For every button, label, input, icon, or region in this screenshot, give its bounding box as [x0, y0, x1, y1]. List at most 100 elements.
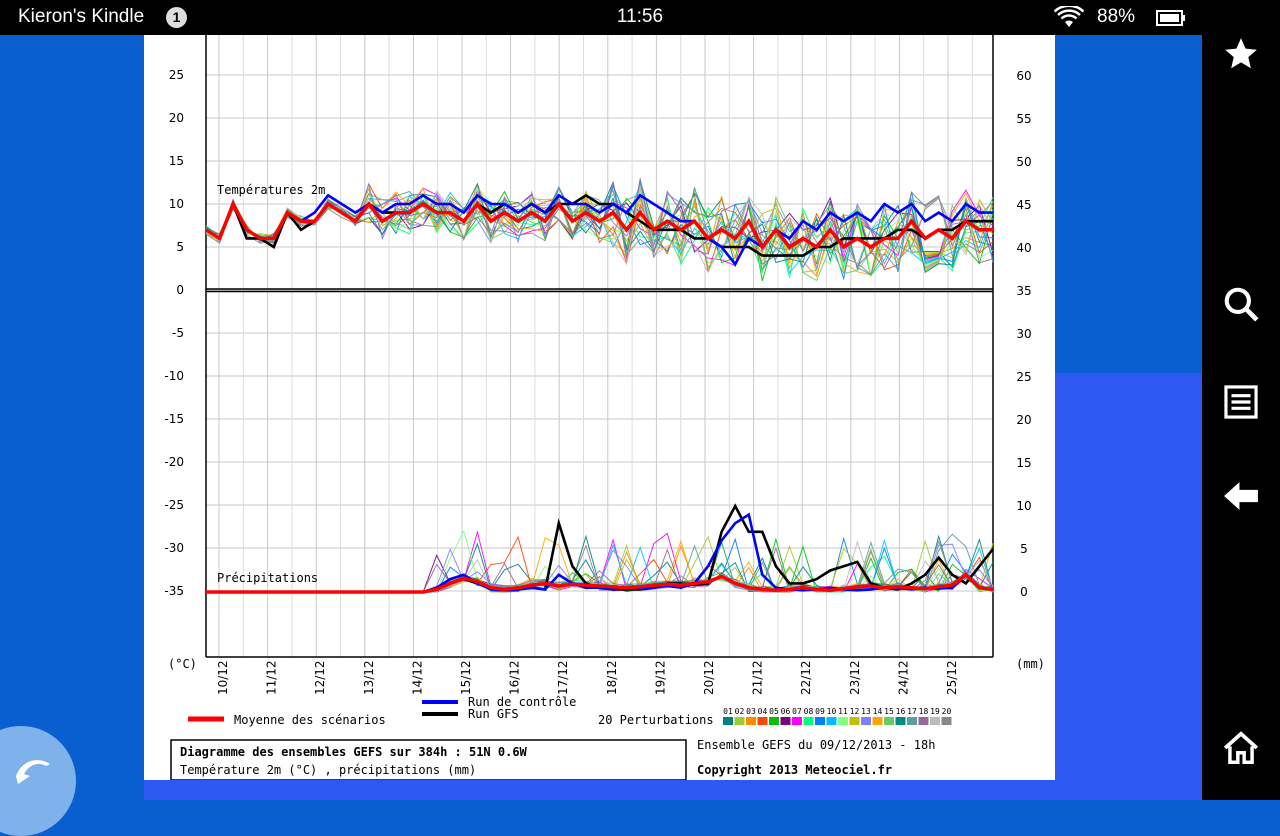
right-tick-label: 0 [1020, 585, 1028, 599]
battery-icon [1156, 10, 1186, 30]
chart-grid [206, 35, 993, 657]
left-tick-label: 25 [169, 68, 184, 82]
member-number: 16 [896, 707, 906, 716]
member-swatch [780, 717, 791, 725]
left-tick-label: -35 [164, 584, 184, 598]
date-tick-label: 15/12 [459, 660, 473, 695]
menu-button[interactable] [1202, 372, 1280, 432]
chart-legend: Moyenne des scénarios Run de contrôle Ru… [188, 695, 952, 727]
chart-title: Diagramme des ensembles GEFS sur 384h : … [180, 745, 528, 759]
left-tick-label: -30 [164, 541, 184, 555]
run-info: Ensemble GEFS du 09/12/2013 - 18h [697, 738, 935, 752]
member-swatch [746, 717, 756, 725]
member-18-temp-line [205, 178, 994, 269]
member-number: 12 [850, 707, 860, 716]
perturbation-member-legend: 01 02 03 04 05 06 07 08 09 10 11 12 13 14 15 16 17 18 19 20 [723, 707, 952, 725]
background-bottom [144, 780, 1055, 800]
member-swatch [872, 717, 883, 725]
member-swatch [849, 717, 860, 725]
member-number: 18 [919, 707, 929, 716]
member-swatch [930, 717, 940, 725]
series-mean-precip-line [206, 572, 994, 594]
right-tick-label: 25 [1016, 370, 1031, 384]
legend-mean-label: Moyenne des scénarios [234, 713, 386, 727]
date-tick-label: 10/12 [216, 660, 230, 695]
left-tick-label: -10 [164, 369, 184, 383]
chart-axes: 2520151050-5-10-15-20-25-30-356055504540… [164, 35, 1032, 695]
member-number: 20 [942, 707, 952, 716]
left-tick-label: -25 [164, 498, 184, 512]
right-tick-label: 10 [1016, 499, 1031, 513]
back-button[interactable] [1202, 466, 1280, 526]
temperature-section-label: Températures 2m [217, 183, 325, 197]
background-left [0, 35, 144, 800]
left-tick-label: -15 [164, 412, 184, 426]
menu-icon [1224, 385, 1258, 419]
status-bar: Kieron's Kindle 1 11:56 88% [0, 0, 1202, 35]
member-swatch [792, 717, 802, 725]
favorite-button[interactable] [1202, 24, 1280, 84]
member-swatch [815, 717, 825, 725]
right-tick-label: 55 [1016, 112, 1031, 126]
member-swatch [723, 717, 733, 725]
dolphin-back-icon [16, 760, 50, 784]
right-tick-label: 5 [1020, 542, 1028, 556]
left-tick-label: 10 [169, 197, 184, 211]
date-tick-label: 20/12 [702, 660, 716, 695]
home-button[interactable] [1202, 718, 1280, 778]
member-swatch [941, 717, 952, 725]
back-arrow-icon [1224, 482, 1258, 510]
left-tick-label: 15 [169, 154, 184, 168]
member-number: 15 [884, 707, 894, 716]
star-icon [1225, 38, 1257, 69]
date-tick-label: 22/12 [799, 660, 813, 695]
member-number: 09 [815, 707, 825, 716]
member-swatch [757, 717, 768, 725]
search-button[interactable] [1202, 274, 1280, 334]
chart-subtitle: Température 2m (°C) , précipitations (mm… [180, 763, 476, 777]
background-right-bottom [1055, 373, 1202, 800]
date-tick-label: 24/12 [896, 660, 910, 695]
notification-badge[interactable]: 1 [166, 7, 187, 28]
right-tick-label: 20 [1016, 413, 1031, 427]
member-swatch [918, 717, 929, 725]
left-tick-label: 20 [169, 111, 184, 125]
member-swatch [769, 717, 779, 725]
member-swatch [734, 717, 745, 725]
date-tick-label: 21/12 [751, 660, 765, 695]
status-clock: 11:56 [616, 6, 664, 27]
battery-percent: 88% [1097, 6, 1136, 27]
right-tick-label: 60 [1016, 69, 1031, 83]
legend-perturbations-label: 20 Perturbations [598, 713, 714, 727]
date-tick-label: 16/12 [508, 660, 522, 695]
member-swatch [907, 717, 917, 725]
member-number: 02 [735, 707, 745, 716]
right-axis-unit: (mm) [1016, 657, 1045, 671]
left-axis-unit: (°C) [168, 657, 197, 671]
left-tick-label: 5 [176, 240, 184, 254]
legend-control-label: Run de contrôle [468, 695, 576, 709]
member-number: 05 [769, 707, 779, 716]
member-number: 11 [838, 707, 848, 716]
title-box [170, 739, 687, 780]
member-swatch [803, 717, 814, 725]
background-right-top [1055, 35, 1202, 373]
member-number: 13 [861, 707, 871, 716]
wifi-icon [1053, 4, 1085, 32]
series-mean-temp-line [205, 199, 993, 251]
right-tick-label: 30 [1016, 327, 1031, 341]
member-number: 06 [781, 707, 791, 716]
left-tick-label: -5 [172, 326, 184, 340]
member-swatch [895, 717, 906, 725]
date-tick-label: 23/12 [848, 660, 862, 695]
legend-gfs-label: Run GFS [468, 707, 519, 721]
date-tick-label: 12/12 [313, 660, 327, 695]
member-swatch [861, 717, 871, 725]
member-swatch [838, 717, 848, 725]
member-swatch [884, 717, 894, 725]
member-number: 10 [827, 707, 837, 716]
member-number: 01 [723, 707, 733, 716]
member-number: 08 [804, 707, 814, 716]
left-tick-label: 0 [176, 283, 184, 297]
member-number: 03 [746, 707, 756, 716]
